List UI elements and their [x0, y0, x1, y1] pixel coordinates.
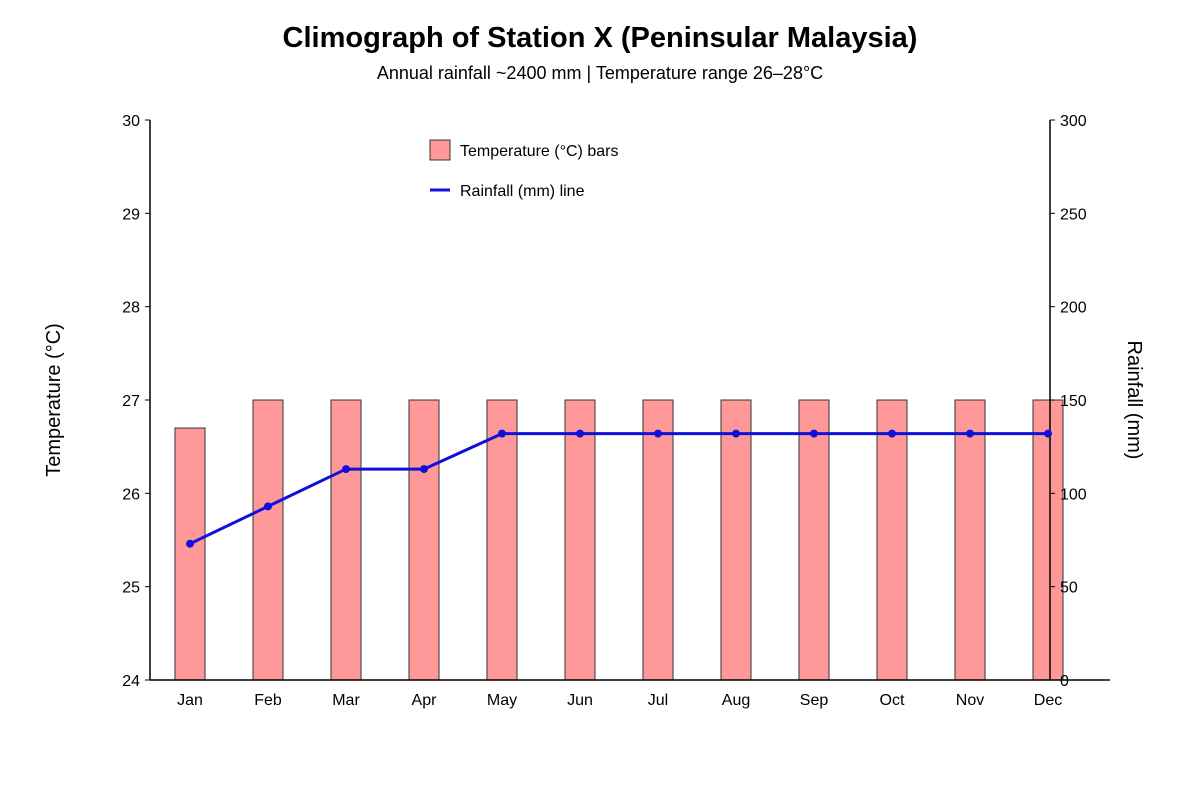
x-tick-label: Oct	[880, 692, 905, 709]
rainfall-point-jul	[654, 429, 662, 438]
temperature-bar-jul	[642, 399, 674, 681]
rainfall-point-jun	[576, 429, 584, 438]
temperature-bar-jun	[564, 399, 596, 681]
right-tick-label: 100	[1060, 486, 1087, 503]
x-tick-label: Nov	[956, 692, 984, 709]
temperature-bar-sep	[798, 399, 830, 681]
rainfall-point-jan	[186, 539, 194, 548]
temperature-bar-oct	[876, 399, 908, 681]
chart-subtitle: Annual rainfall ~2400 mm | Temperature r…	[376, 63, 824, 83]
legend: Temperature (°C) bars Rainfall (mm) line	[429, 139, 618, 200]
left-tick-label: 25	[122, 580, 140, 597]
legend-swatch-temperature	[429, 139, 451, 161]
right-tick-label: 200	[1060, 300, 1087, 317]
right-tick-label: 150	[1060, 393, 1087, 410]
left-tick-label: 27	[122, 393, 140, 410]
left-tick-label: 29	[122, 206, 140, 223]
right-tick-label: 50	[1060, 580, 1078, 597]
right-tick-label: 300	[1060, 113, 1087, 130]
x-tick-label: Feb	[254, 692, 282, 709]
x-tick-label: Sep	[800, 692, 829, 709]
temperature-bar-feb	[252, 399, 284, 681]
right-tick-label: 0	[1060, 673, 1069, 690]
rainfall-point-may	[498, 429, 506, 438]
rainfall-line-series	[186, 429, 1052, 548]
temperature-bar-nov	[954, 399, 986, 681]
temperature-bar-jan	[174, 427, 206, 681]
left-tick-label: 28	[122, 300, 140, 317]
rainfall-point-dec	[1044, 429, 1052, 438]
left-tick-label: 24	[122, 673, 140, 690]
legend-label-temperature: Temperature (°C) bars	[460, 143, 618, 160]
x-tick-label: Dec	[1034, 692, 1062, 709]
temperature-bars	[174, 399, 1064, 681]
temperature-bar-dec	[1032, 399, 1064, 681]
rainfall-point-sep	[810, 429, 818, 438]
rainfall-point-nov	[966, 429, 974, 438]
y2-axis-title: Rainfall (mm)	[1123, 341, 1145, 460]
x-tick-label: Aug	[722, 692, 750, 709]
temperature-bar-mar	[330, 399, 362, 681]
rainfall-point-oct	[888, 429, 896, 438]
chart-title: Climograph of Station X (Peninsular Mala…	[282, 22, 918, 54]
x-tick-label: Jan	[177, 692, 203, 709]
left-tick-label: 30	[122, 113, 140, 130]
rainfall-point-mar	[342, 465, 350, 474]
x-tick-label: Jun	[567, 692, 593, 709]
rainfall-point-feb	[264, 502, 272, 511]
temperature-bar-aug	[720, 399, 752, 681]
y-axis-title: Temperature (°C)	[43, 323, 65, 477]
x-tick-label: Mar	[332, 692, 360, 709]
rainfall-line	[189, 432, 1048, 546]
temperature-bar-may	[486, 399, 518, 681]
rainfall-point-aug	[732, 429, 740, 438]
temperature-bar-apr	[408, 399, 440, 681]
x-tick-label: Apr	[412, 692, 438, 709]
legend-label-rainfall: Rainfall (mm) line	[460, 183, 585, 200]
right-tick-label: 250	[1060, 206, 1087, 223]
x-tick-label: Jul	[648, 692, 668, 709]
x-tick-label: May	[487, 692, 517, 709]
rainfall-point-apr	[420, 465, 428, 474]
left-tick-label: 26	[122, 486, 140, 503]
